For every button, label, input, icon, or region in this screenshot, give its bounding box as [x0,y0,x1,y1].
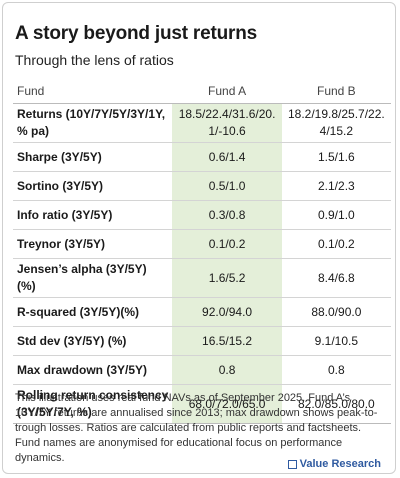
subtitle: Through the lens of ratios [15,52,174,68]
table-row: Treynor (3Y/5Y) 0.1/0.2 0.1/0.2 [13,229,391,259]
column-header: Fund B [281,79,391,104]
table-row: Max drawdown (3Y/5Y) 0.8 0.8 [13,355,391,385]
cell: 18.2/19.8/25.7/22.4/15.2 [281,103,391,143]
cell: 16.5/15.2 [172,326,282,356]
cell: 82.0/85.0/80.0 [281,384,391,424]
card: A story beyond just returns Through the … [2,2,396,474]
row-label: Max drawdown (3Y/5Y) [13,355,173,385]
table-body: Returns (10Y/7Y/5Y/3Y/1Y, % pa) 18.5/22.4… [13,103,391,424]
cell: 0.8 [172,355,282,385]
row-label: Treynor (3Y/5Y) [13,229,173,259]
table-head: Fund Fund A Fund B [13,79,391,104]
cell: 92.0/94.0 [172,297,282,327]
cell: 18.5/22.4/31.6/20.1/-10.6 [172,103,282,143]
table-row: Rolling return consistency (3Y/5Y/7Y, %)… [13,384,391,424]
brand: Value Research [287,458,381,470]
row-label: R-squared (3Y/5Y)(%) [13,297,173,327]
table-row: R-squared (3Y/5Y)(%) 92.0/94.0 88.0/90.0 [13,297,391,327]
cell: 8.4/6.8 [281,258,391,298]
table-row: Std dev (3Y/5Y) (%) 16.5/15.2 9.1/10.5 [13,326,391,356]
table-row: Info ratio (3Y/5Y) 0.3/0.8 0.9/1.0 [13,200,391,230]
column-header: Fund A [172,79,282,104]
cell: 0.1/0.2 [281,229,391,259]
header-row: Fund Fund A Fund B [13,79,391,104]
table-row: Sortino (3Y/5Y) 0.5/1.0 2.1/2.3 [13,171,391,201]
row-label: Rolling return consistency (3Y/5Y/7Y, %) [13,384,173,424]
row-label: Sharpe (3Y/5Y) [13,142,173,172]
cell: 68.0/72.0/65.0 [172,384,282,424]
cell: 0.3/0.8 [172,200,282,230]
column-header: Fund [13,79,173,104]
row-label: Sortino (3Y/5Y) [13,171,173,201]
row-label: Jensen’s alpha (3Y/5Y) (%) [13,258,173,298]
row-label: Std dev (3Y/5Y) (%) [13,326,173,356]
cell: 0.6/1.4 [172,142,282,172]
row-label: Info ratio (3Y/5Y) [13,200,173,230]
cell: 1.5/1.6 [281,142,391,172]
row-label: Returns (10Y/7Y/5Y/3Y/1Y, % pa) [13,103,173,143]
cell: 0.8 [281,355,391,385]
title: A story beyond just returns [15,23,257,44]
brand-logo [287,459,297,469]
cell: 0.5/1.0 [172,171,282,201]
footnote: This illustration uses real fund NAVs as… [15,392,378,464]
table-row: Jensen’s alpha (3Y/5Y) (%) 1.6/5.2 8.4/6.8 [13,258,391,298]
cell: 0.9/1.0 [281,200,391,230]
cell: 88.0/90.0 [281,297,391,327]
table-row: Sharpe (3Y/5Y) 0.6/1.4 1.5/1.6 [13,142,391,172]
cell: 2.1/2.3 [281,171,391,201]
ratio-table: Fund Fund A Fund B Returns (10Y/7Y/5Y/3Y/1… [13,79,391,424]
brand-name: Value Research [299,458,381,470]
cell: 0.1/0.2 [172,229,282,259]
table-row: Returns (10Y/7Y/5Y/3Y/1Y, % pa) 18.5/22.4… [13,103,391,143]
cell: 9.1/10.5 [281,326,391,356]
cell: 1.6/5.2 [172,258,282,298]
